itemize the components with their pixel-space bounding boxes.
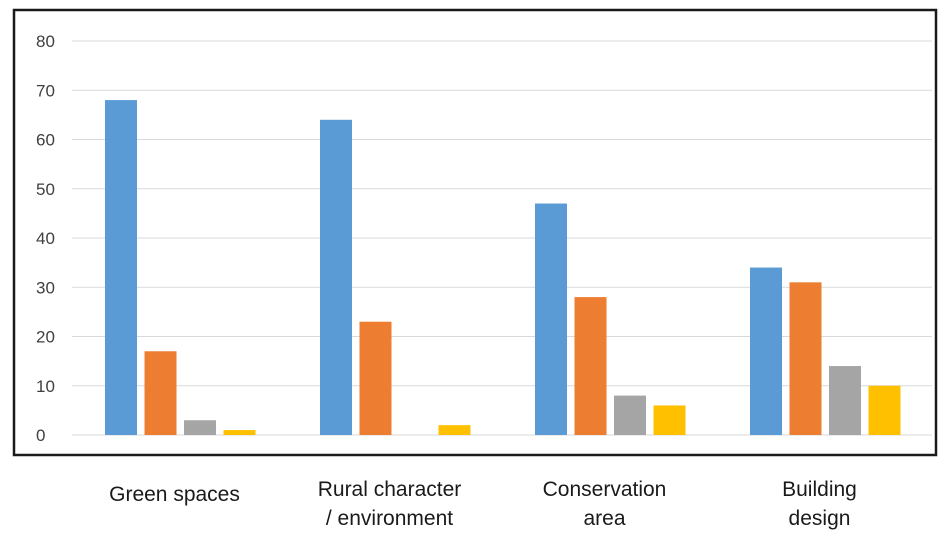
bar [320,119,352,436]
bar [574,297,607,435]
category-label: Green spaces [109,483,240,506]
bar [105,100,137,435]
category-labels: Green spaces Rural character / environment… [109,478,857,530]
y-tick-label: 70 [36,81,55,100]
bar [750,267,782,435]
y-tick-label: 30 [36,278,55,297]
bar [359,321,392,435]
bar [438,425,471,435]
y-tick-label: 0 [36,426,45,445]
category-label: Rural character / environment [318,478,462,530]
bar [829,366,861,435]
bars [105,100,901,436]
bar [868,385,901,435]
y-axis-tick-labels: 0 10 20 30 40 50 60 70 80 [36,32,55,445]
y-tick-label: 50 [36,180,55,199]
bar [144,351,177,435]
y-tick-label: 20 [36,328,55,347]
bar [223,430,256,435]
bar [789,282,822,435]
y-tick-label: 80 [36,32,55,51]
bar [535,203,567,435]
category-label: Building design [782,478,857,530]
plot-frame [12,8,938,457]
bar [614,395,646,435]
y-tick-label: 60 [36,131,55,150]
category-label: Conservation area [543,478,667,530]
y-tick-label: 40 [36,229,55,248]
bar [184,420,216,435]
y-tick-label: 10 [36,377,55,396]
bar [653,405,686,435]
gridlines [72,40,932,436]
